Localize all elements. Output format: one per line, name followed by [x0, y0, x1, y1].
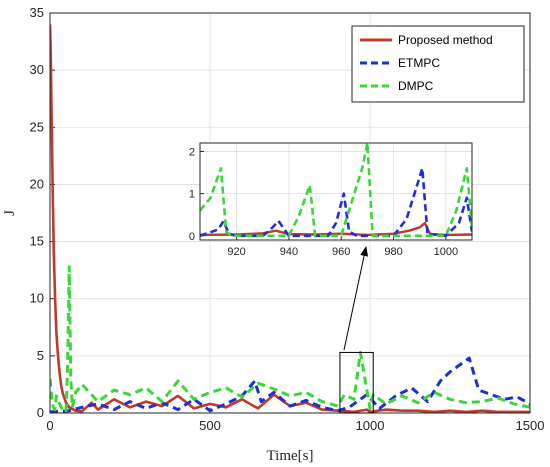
- y-tick-label: 25: [30, 119, 44, 134]
- inset-y-tick-label: 0: [189, 231, 195, 243]
- y-tick-label: 5: [37, 348, 44, 363]
- zoom-region-box: [339, 351, 374, 414]
- plot-frame: [49, 12, 531, 414]
- inset-frame: [199, 142, 473, 241]
- zoom-inset-plot: 920 940 960 980 1000 0 1 2: [189, 142, 473, 351]
- x-tick-label: 0: [46, 418, 53, 433]
- y-tick-label: 20: [30, 176, 44, 191]
- y-tick-label: 15: [30, 234, 44, 249]
- series-line-dmpc: [50, 265, 530, 413]
- legend-label-dmpc: DMPC: [398, 79, 434, 93]
- series-line-proposed-method: [50, 24, 530, 413]
- x-tick-label: 1500: [516, 418, 545, 433]
- inset-y-tick-label: 1: [189, 189, 195, 201]
- x-tick-label: 500: [199, 418, 221, 433]
- y-tick-label: 10: [30, 291, 44, 306]
- zoom-arrow: [343, 246, 369, 351]
- legend-label-etmpc: ETMPC: [398, 56, 440, 70]
- inset-series-line-2: [200, 167, 472, 238]
- y-tick-label: 30: [30, 62, 44, 77]
- inset-x-tick-label: 1000: [434, 246, 458, 258]
- inset-x-tick-label: 960: [332, 246, 350, 258]
- y-tick-label: 0: [37, 405, 44, 420]
- inset-series-line-3: [200, 143, 472, 238]
- x-axis-label: Time[s]: [267, 448, 314, 464]
- y-axis-label: J: [2, 210, 18, 216]
- inset-x-tick-label: 980: [384, 246, 402, 258]
- legend-label-proposed-method: Proposed method: [398, 33, 493, 47]
- y-tick-label: 35: [30, 5, 44, 20]
- legend: Proposed method ETMPC DMPC: [351, 25, 525, 103]
- series-line-etmpc: [50, 356, 530, 413]
- inset-x-tick-label: 920: [227, 246, 245, 258]
- inset-y-tick-label: 2: [189, 146, 195, 158]
- x-tick-label: 1000: [356, 418, 385, 433]
- inset-x-tick-label: 940: [280, 246, 298, 258]
